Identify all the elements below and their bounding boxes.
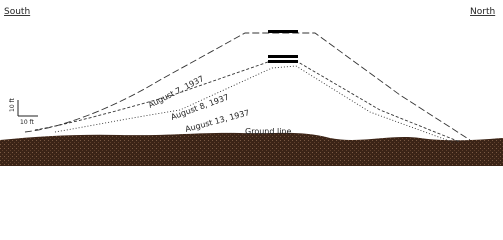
scale-label: 10 ft [9, 97, 16, 112]
south-label: South [4, 7, 30, 17]
north-label: North [470, 7, 495, 17]
scale-label: 10 ft [20, 119, 35, 126]
cross-section-diagram: South North August 7, 1937 August 8, 193… [0, 7, 503, 166]
profile-aug-7 [24, 32, 471, 141]
ground-line-label: Ground line [245, 127, 291, 136]
crest-marker [268, 30, 298, 33]
ground [0, 132, 503, 166]
crest-marker [268, 55, 298, 58]
crest-marker [268, 60, 298, 63]
profile-aug-13 [54, 65, 456, 144]
